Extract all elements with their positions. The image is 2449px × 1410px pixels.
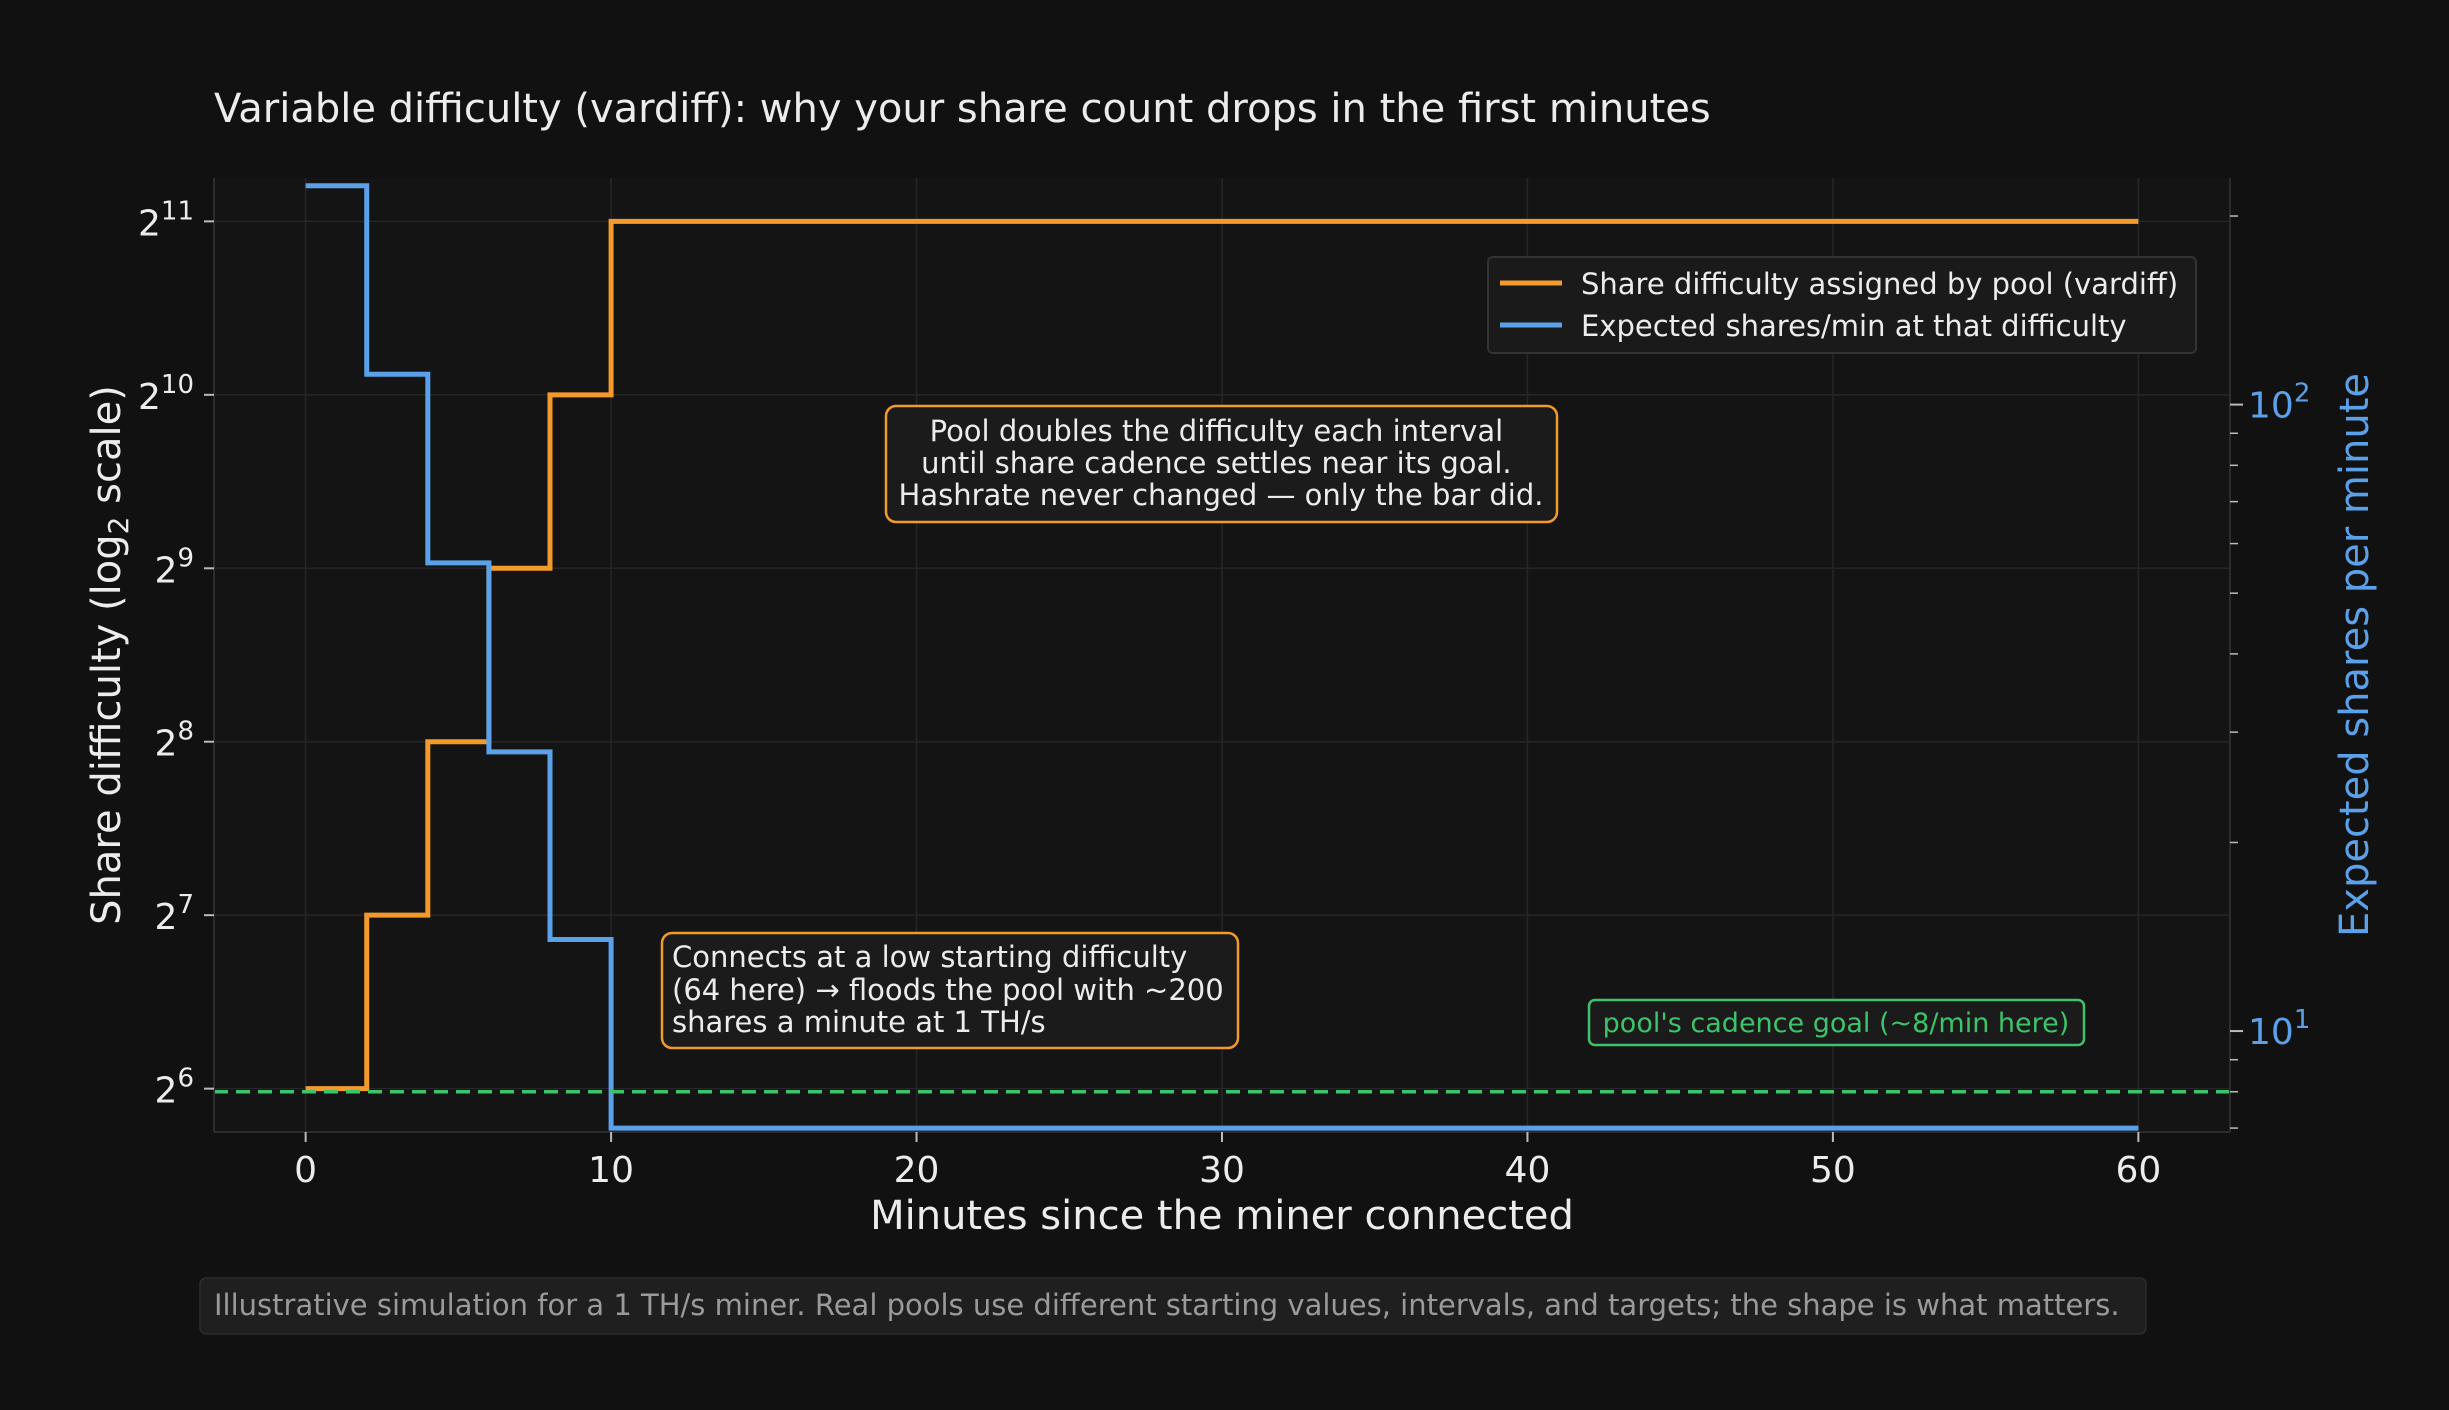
tick-base: 2 <box>138 377 161 418</box>
y-left-axis-label: Share difficulty (log2 scale) <box>84 385 135 925</box>
x-axis-label: Minutes since the miner connected <box>870 1193 1574 1239</box>
tick-base: 2 <box>155 724 178 765</box>
x-tick-label: 20 <box>894 1150 940 1191</box>
annotation-start-box <box>660 931 1240 1050</box>
chart-title: Variable difficulty (vardiff): why your … <box>214 86 1711 132</box>
annotation-start-line: shares a minute at 1 TH/s <box>672 1005 1046 1039</box>
y-left-tick-label: 26 <box>155 1064 194 1112</box>
y-left-label-suffix: scale) <box>84 385 130 516</box>
y-left-tick-label: 28 <box>155 717 194 765</box>
x-tick-label: 60 <box>2115 1150 2161 1191</box>
y-right-tick-label: 102 <box>2248 379 2310 427</box>
tick-exponent: 11 <box>161 196 194 226</box>
tick-exponent: 1 <box>2294 1005 2311 1035</box>
tick-base: 10 <box>2248 386 2294 427</box>
x-tick-label: 50 <box>1810 1150 1856 1191</box>
annotation-doubling-text: Pool doubles the difficulty each interva… <box>899 414 1544 512</box>
tick-exponent: 6 <box>177 1064 194 1094</box>
y-right-tick-label: 101 <box>2248 1005 2310 1053</box>
goal-label: pool's cadence goal (~8/min here) <box>1587 998 2086 1047</box>
y-left-label-prefix: Share difficulty (log <box>84 534 130 924</box>
y-right-axis-label: Expected shares per minute <box>2332 373 2378 937</box>
y-left-tick-label: 27 <box>155 890 194 938</box>
tick-exponent: 10 <box>161 370 194 400</box>
tick-exponent: 8 <box>177 717 194 747</box>
tick-base: 2 <box>138 203 161 244</box>
x-axis-ticks: 0 10 20 30 40 50 60 <box>294 1132 2161 1191</box>
x-tick-label: 40 <box>1505 1150 1551 1191</box>
x-tick-label: 0 <box>294 1150 317 1191</box>
annotation-start-line: Connects at a low starting difficulty <box>672 940 1187 974</box>
shares-step-line <box>305 183 2139 1131</box>
series-layer <box>305 183 2139 1131</box>
x-tick-label: 30 <box>1199 1150 1245 1191</box>
tick-base: 2 <box>155 1071 178 1112</box>
legend-label-difficulty: Share difficulty assigned by pool (vardi… <box>1581 267 2178 301</box>
tick-exponent: 2 <box>2294 379 2311 409</box>
annotation-doubling-line: Pool doubles the difficulty each interva… <box>930 414 1504 448</box>
legend-label-shares: Expected shares/min at that difficulty <box>1581 309 2127 343</box>
goal-label-text: pool's cadence goal (~8/min here) <box>1603 1008 2070 1039</box>
annotation-doubling: Pool doubles the difficulty each interva… <box>884 404 1559 524</box>
tick-base: 2 <box>155 897 178 938</box>
annotation-start-line: (64 here) → floods the pool with ~200 <box>672 973 1224 1007</box>
tick-exponent: 7 <box>177 890 194 920</box>
annotation-doubling-box <box>884 404 1559 524</box>
annotation-start-text: Connects at a low starting difficulty (6… <box>672 940 1233 1039</box>
y-left-tick-label: 210 <box>138 370 194 418</box>
goal-label-box <box>1587 998 2086 1047</box>
y-left-tick-label: 29 <box>155 543 194 591</box>
footnote-box <box>199 1277 2147 1335</box>
legend: Share difficulty assigned by pool (vardi… <box>1487 256 2197 354</box>
tick-base: 10 <box>2248 1012 2294 1053</box>
x-tick-label: 10 <box>588 1150 634 1191</box>
footnote-text: Illustrative simulation for a 1 TH/s min… <box>214 1288 2120 1322</box>
tick-base: 2 <box>155 550 178 591</box>
y-left-label-subscript: 2 <box>102 517 135 535</box>
tick-exponent: 9 <box>177 543 194 573</box>
y-left-tick-label: 211 <box>138 196 194 244</box>
footnote: Illustrative simulation for a 1 TH/s min… <box>199 1277 2147 1335</box>
annotation-doubling-line: until share cadence settles near its goa… <box>921 446 1511 480</box>
annotation-doubling-line: Hashrate never changed — only the bar di… <box>899 478 1544 512</box>
annotation-start: Connects at a low starting difficulty (6… <box>660 931 1240 1050</box>
legend-box <box>1487 256 2197 354</box>
